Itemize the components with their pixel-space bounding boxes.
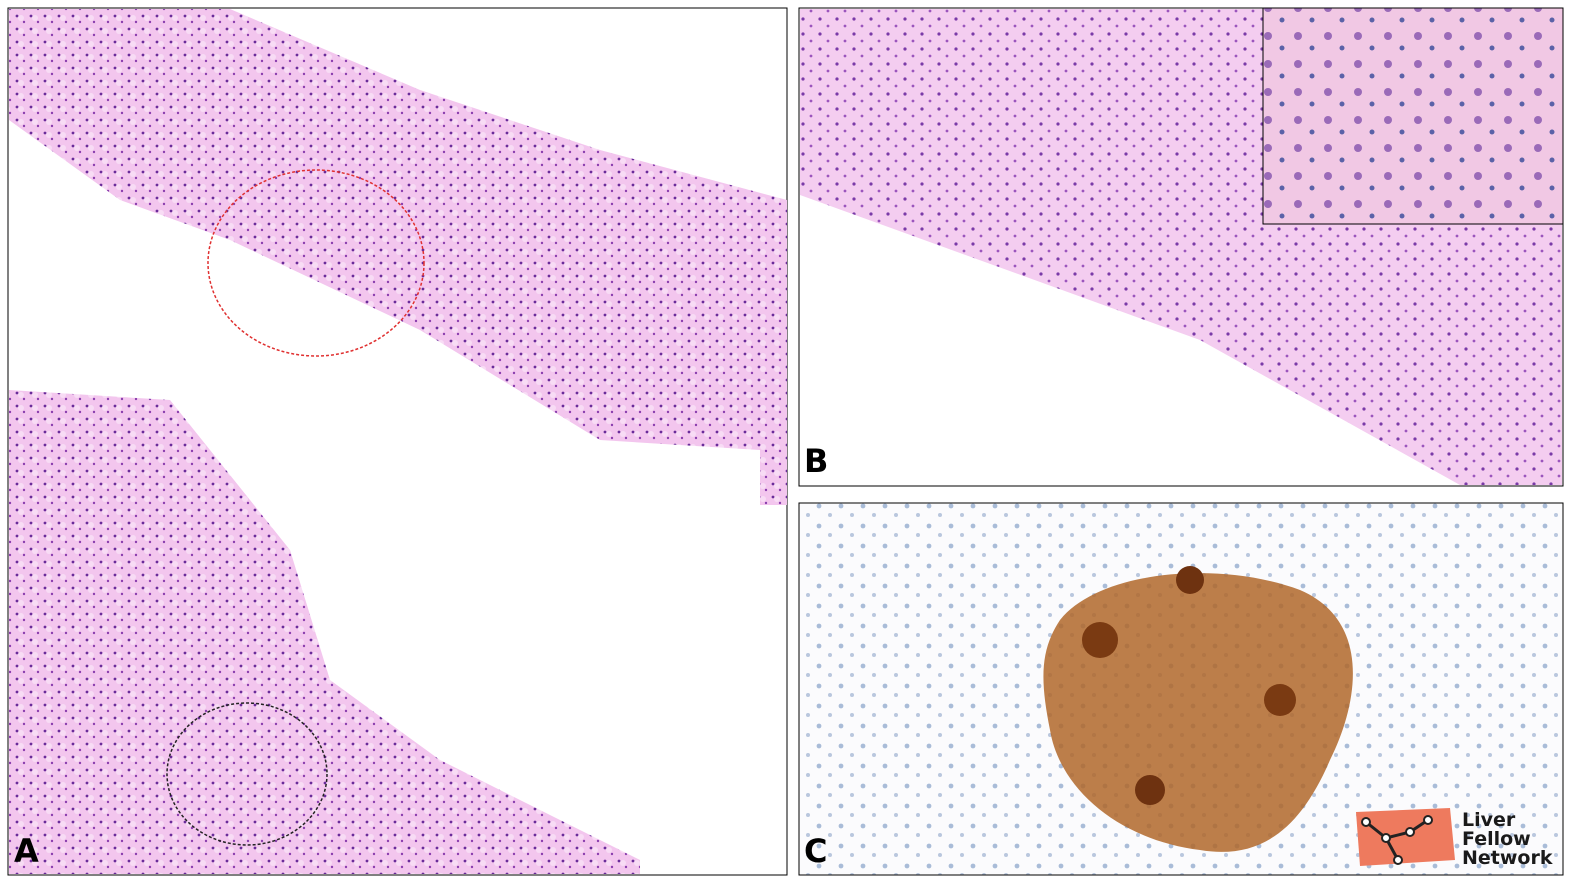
stained-cell [1264,684,1296,716]
tissue [9,9,787,505]
inset [1262,7,1564,225]
highlight-circle [166,702,328,846]
logo-text: Liver [1462,809,1516,831]
stained-cell [1176,566,1204,594]
logo: Liver Fellow Network [1356,808,1553,869]
logo-shape [1356,808,1455,866]
panel-label: A [14,832,39,870]
panel-label: C [804,832,827,870]
tissue [9,390,640,874]
stained-cell [1135,775,1165,805]
stained-region [1043,573,1353,852]
logo-text: Network [1462,847,1553,869]
highlight-circle [207,169,425,357]
panel-b: B [798,7,1564,487]
stained-cell [1082,622,1118,658]
panel-label: B [804,442,828,480]
panel-a: A [7,7,788,876]
logo-text: Fellow [1462,828,1531,850]
panel-c: C Liver Fellow Network [798,502,1564,876]
